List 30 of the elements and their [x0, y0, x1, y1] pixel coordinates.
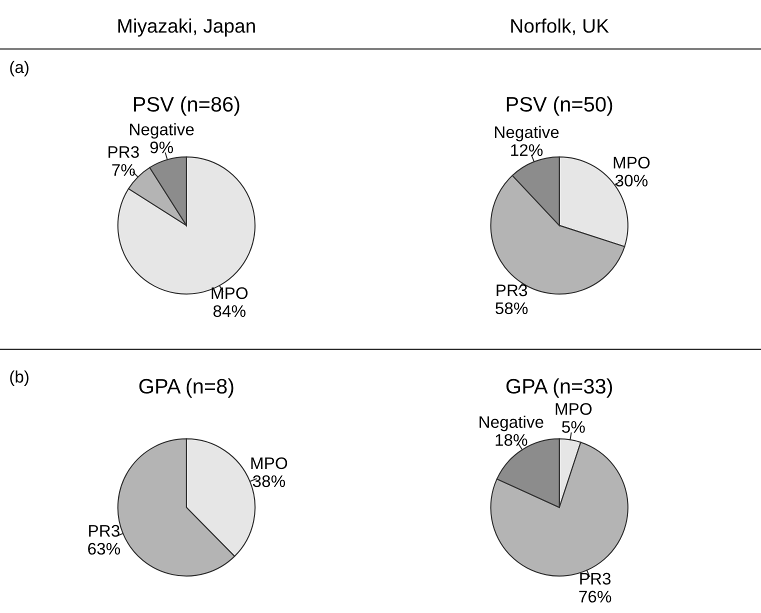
chart-title: PSV (n=50)	[506, 96, 612, 116]
data-label: 84%	[213, 305, 246, 318]
data-label: 7%	[112, 164, 135, 176]
data-label: 18%	[496, 434, 528, 446]
chart-title: GPA (n=8)	[139, 378, 234, 398]
data-label: 12%	[511, 144, 543, 156]
data-label: 30%	[615, 174, 648, 187]
slice-label: MPO	[251, 457, 288, 470]
data-label: 9%	[150, 142, 174, 154]
text: (a)	[10, 60, 28, 76]
slice-label: Negative	[130, 123, 194, 139]
chart-title: PSV (n=86)	[134, 96, 240, 116]
data-label: 38%	[252, 475, 286, 488]
data-label: 76%	[579, 590, 612, 603]
chart-title: GPA (n=33)	[506, 378, 612, 398]
slice-label: MPO	[614, 156, 650, 169]
slice-label: PR3	[496, 284, 528, 296]
text: Norfolk, UK	[511, 18, 609, 36]
slice-label: PR3	[108, 146, 139, 158]
slice-label: MPO	[212, 287, 248, 300]
text: (b)	[10, 370, 28, 386]
slice-label: PR3	[580, 572, 611, 585]
slice-label: Negative	[480, 416, 544, 432]
data-label: 63%	[88, 542, 120, 555]
slice-label: MPO	[556, 403, 592, 415]
slice-label: PR3	[89, 524, 120, 537]
text: Miyazaki, Japan	[118, 18, 255, 37]
data-label: 58%	[496, 302, 528, 314]
data-label: 5%	[562, 421, 585, 433]
slice-label: Negative	[495, 126, 559, 142]
